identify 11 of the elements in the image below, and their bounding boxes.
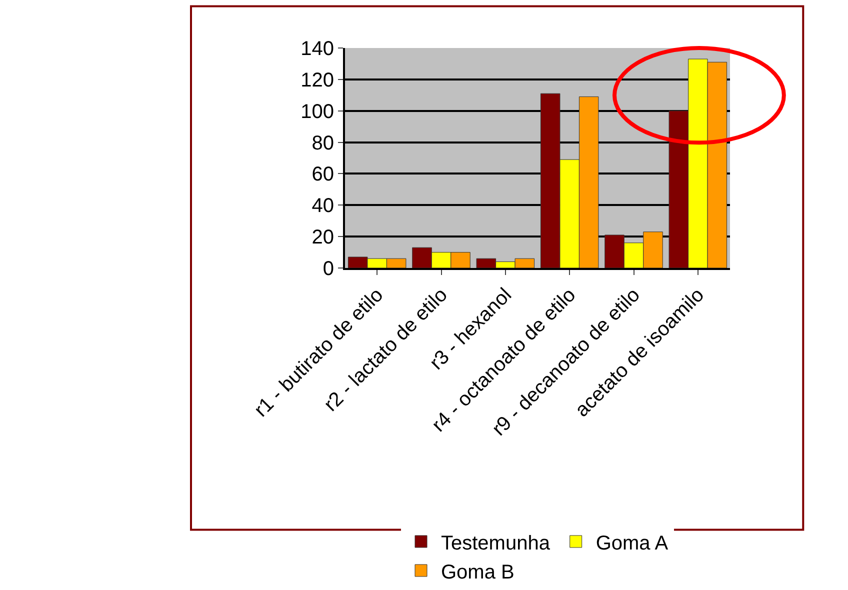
legend-label: Testemunha xyxy=(441,532,551,554)
y-tick-label: 100 xyxy=(300,100,334,123)
y-tick-label: 140 xyxy=(300,38,334,60)
y-tick-label: 60 xyxy=(312,164,334,186)
legend-label: Goma A xyxy=(596,532,669,554)
legend-label: Goma B xyxy=(441,561,514,584)
y-tick-label: 80 xyxy=(312,132,334,154)
y-tick-label: 20 xyxy=(312,226,334,249)
y-tick-label: 0 xyxy=(322,258,334,280)
y-tick-label: 120 xyxy=(300,69,334,92)
y-tick-label: 40 xyxy=(312,195,334,218)
